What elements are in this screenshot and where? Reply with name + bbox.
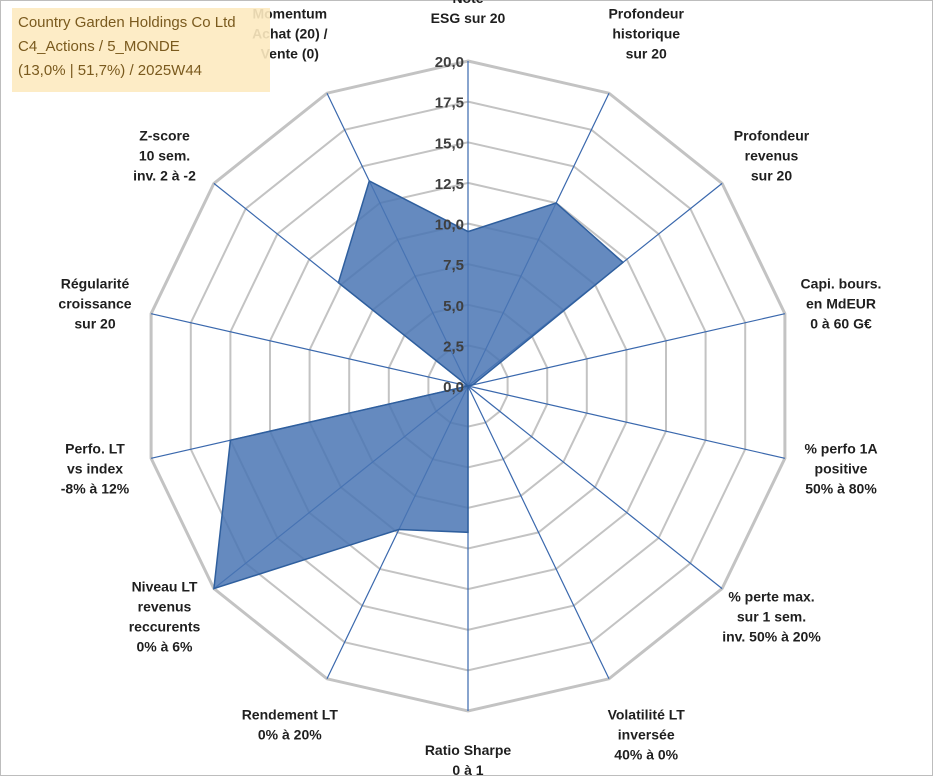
axis-label-4-line-1: positive	[815, 460, 868, 476]
axis-spoke-5	[467, 385, 723, 590]
axis-label-13-line-2: Vente (0)	[261, 46, 319, 62]
axis-label-3-line-1: en MdEUR	[806, 296, 876, 312]
axis-spoke-11	[150, 313, 469, 387]
axis-label-8-line-0: Rendement LT	[242, 706, 339, 722]
axis-label-5-line-1: sur 1 sem.	[737, 609, 806, 625]
axis-label-9-line-3: 0% à 6%	[136, 639, 193, 655]
axis-spoke-6	[467, 385, 610, 680]
tick-label-8: 20,0	[435, 54, 464, 71]
axis-labels: Note ESG sur 20 Profondeur historique sur 20…	[58, 0, 881, 776]
axis-label-9-line-2: reccurents	[129, 619, 201, 635]
series-area-0	[213, 179, 625, 590]
tick-label-5: 12,5	[435, 176, 464, 193]
axis-label-1-line-1: historique	[612, 26, 680, 42]
axis-label-3: Capi. bours. en MdEUR 0 à 60 G€	[801, 276, 882, 332]
chart-title-line-3: (13,0% | 51,7%) / 2025W44	[18, 62, 202, 79]
axis-spoke-4	[467, 385, 786, 459]
axis-label-9-line-0: Niveau LT	[132, 579, 198, 595]
axis-label-13-line-0: Momentum	[252, 6, 327, 22]
axis-label-12-line-2: inv. 2 à -2	[133, 167, 196, 183]
axis-label-8-line-1: 0% à 20%	[258, 726, 322, 742]
tick-label-6: 15,0	[435, 135, 464, 152]
axis-label-7-line-0: Ratio Sharpe	[425, 742, 512, 758]
axis-label-11: Régularité croissance sur 20	[58, 276, 131, 332]
tick-label-2: 5,0	[443, 298, 464, 315]
axis-label-7: Ratio Sharpe 0 à 1	[425, 742, 512, 776]
axis-label-11-line-1: croissance	[58, 296, 131, 312]
chart-title-box: Country Garden Holdings Co Ltd C4_Action…	[12, 8, 270, 92]
axis-label-5-line-0: % perte max.	[728, 589, 814, 605]
axis-label-3-line-2: 0 à 60 G€	[810, 316, 872, 332]
axis-label-7-line-1: 0 à 1	[452, 762, 483, 776]
axis-label-2-line-2: sur 20	[751, 167, 792, 183]
axis-label-5: % perte max. sur 1 sem. inv. 50% à 20%	[722, 589, 821, 645]
axis-label-6-line-0: Volatilité LT	[608, 706, 686, 722]
axis-label-10-line-0: Perfo. LT	[65, 440, 125, 456]
chart-title-line-2: C4_Actions / 5_MONDE	[18, 38, 180, 55]
axis-label-2-line-1: revenus	[745, 147, 799, 163]
axis-label-10-line-2: -8% à 12%	[61, 480, 130, 496]
axis-label-1-line-2: sur 20	[626, 46, 667, 62]
axis-label-10: Perfo. LT vs index -8% à 12%	[61, 440, 130, 496]
axis-label-1: Profondeur historique sur 20	[608, 6, 684, 62]
axis-label-4: % perfo 1A positive 50% à 80%	[804, 440, 877, 496]
axis-label-0-line-1: ESG sur 20	[431, 10, 506, 26]
axis-label-4-line-0: % perfo 1A	[804, 440, 877, 456]
axis-label-1-line-0: Profondeur	[608, 6, 684, 22]
axis-label-11-line-2: sur 20	[74, 316, 115, 332]
tick-label-4: 10,0	[435, 217, 464, 234]
tick-label-1: 2,5	[443, 338, 464, 355]
axis-label-4-line-2: 50% à 80%	[805, 480, 877, 496]
axis-label-13-line-1: Achat (20) /	[252, 26, 328, 42]
tick-label-0: 0,0	[443, 379, 464, 396]
axis-label-13: Momentum Achat (20) / Vente (0)	[252, 6, 328, 62]
radial-tick-labels: 0,0 2,5 5,0 7,5 10,0 12,5 15,0 17,5 20,0	[435, 54, 464, 396]
radar-series	[213, 179, 625, 590]
axis-label-2-line-0: Profondeur	[734, 127, 810, 143]
axis-label-12-line-1: 10 sem.	[139, 147, 190, 163]
axis-label-2: Profondeur revenus sur 20	[734, 127, 810, 183]
axis-label-6-line-1: inversée	[618, 726, 675, 742]
axis-label-9: Niveau LT revenus reccurents 0% à 6%	[129, 579, 201, 655]
tick-label-3: 7,5	[443, 257, 464, 274]
axis-label-10-line-1: vs index	[67, 460, 123, 476]
axis-label-6-line-2: 40% à 0%	[614, 746, 678, 762]
axis-label-3-line-0: Capi. bours.	[801, 276, 882, 292]
axis-label-5-line-2: inv. 50% à 20%	[722, 629, 821, 645]
axis-label-8: Rendement LT 0% à 20%	[242, 706, 339, 742]
axis-label-6: Volatilité LT inversée 40% à 0%	[608, 706, 686, 762]
axis-spoke-3	[467, 313, 786, 387]
tick-label-7: 17,5	[435, 95, 464, 112]
axis-label-0-line-0: Note	[452, 0, 483, 6]
chart-title-line-1: Country Garden Holdings Co Ltd	[18, 14, 236, 31]
axis-label-12: Z-score 10 sem. inv. 2 à -2	[133, 127, 196, 183]
axis-label-12-line-0: Z-score	[139, 127, 190, 143]
axis-label-9-line-1: revenus	[138, 599, 192, 615]
axis-label-0: Note ESG sur 20	[431, 0, 506, 26]
axis-label-11-line-0: Régularité	[61, 276, 130, 292]
